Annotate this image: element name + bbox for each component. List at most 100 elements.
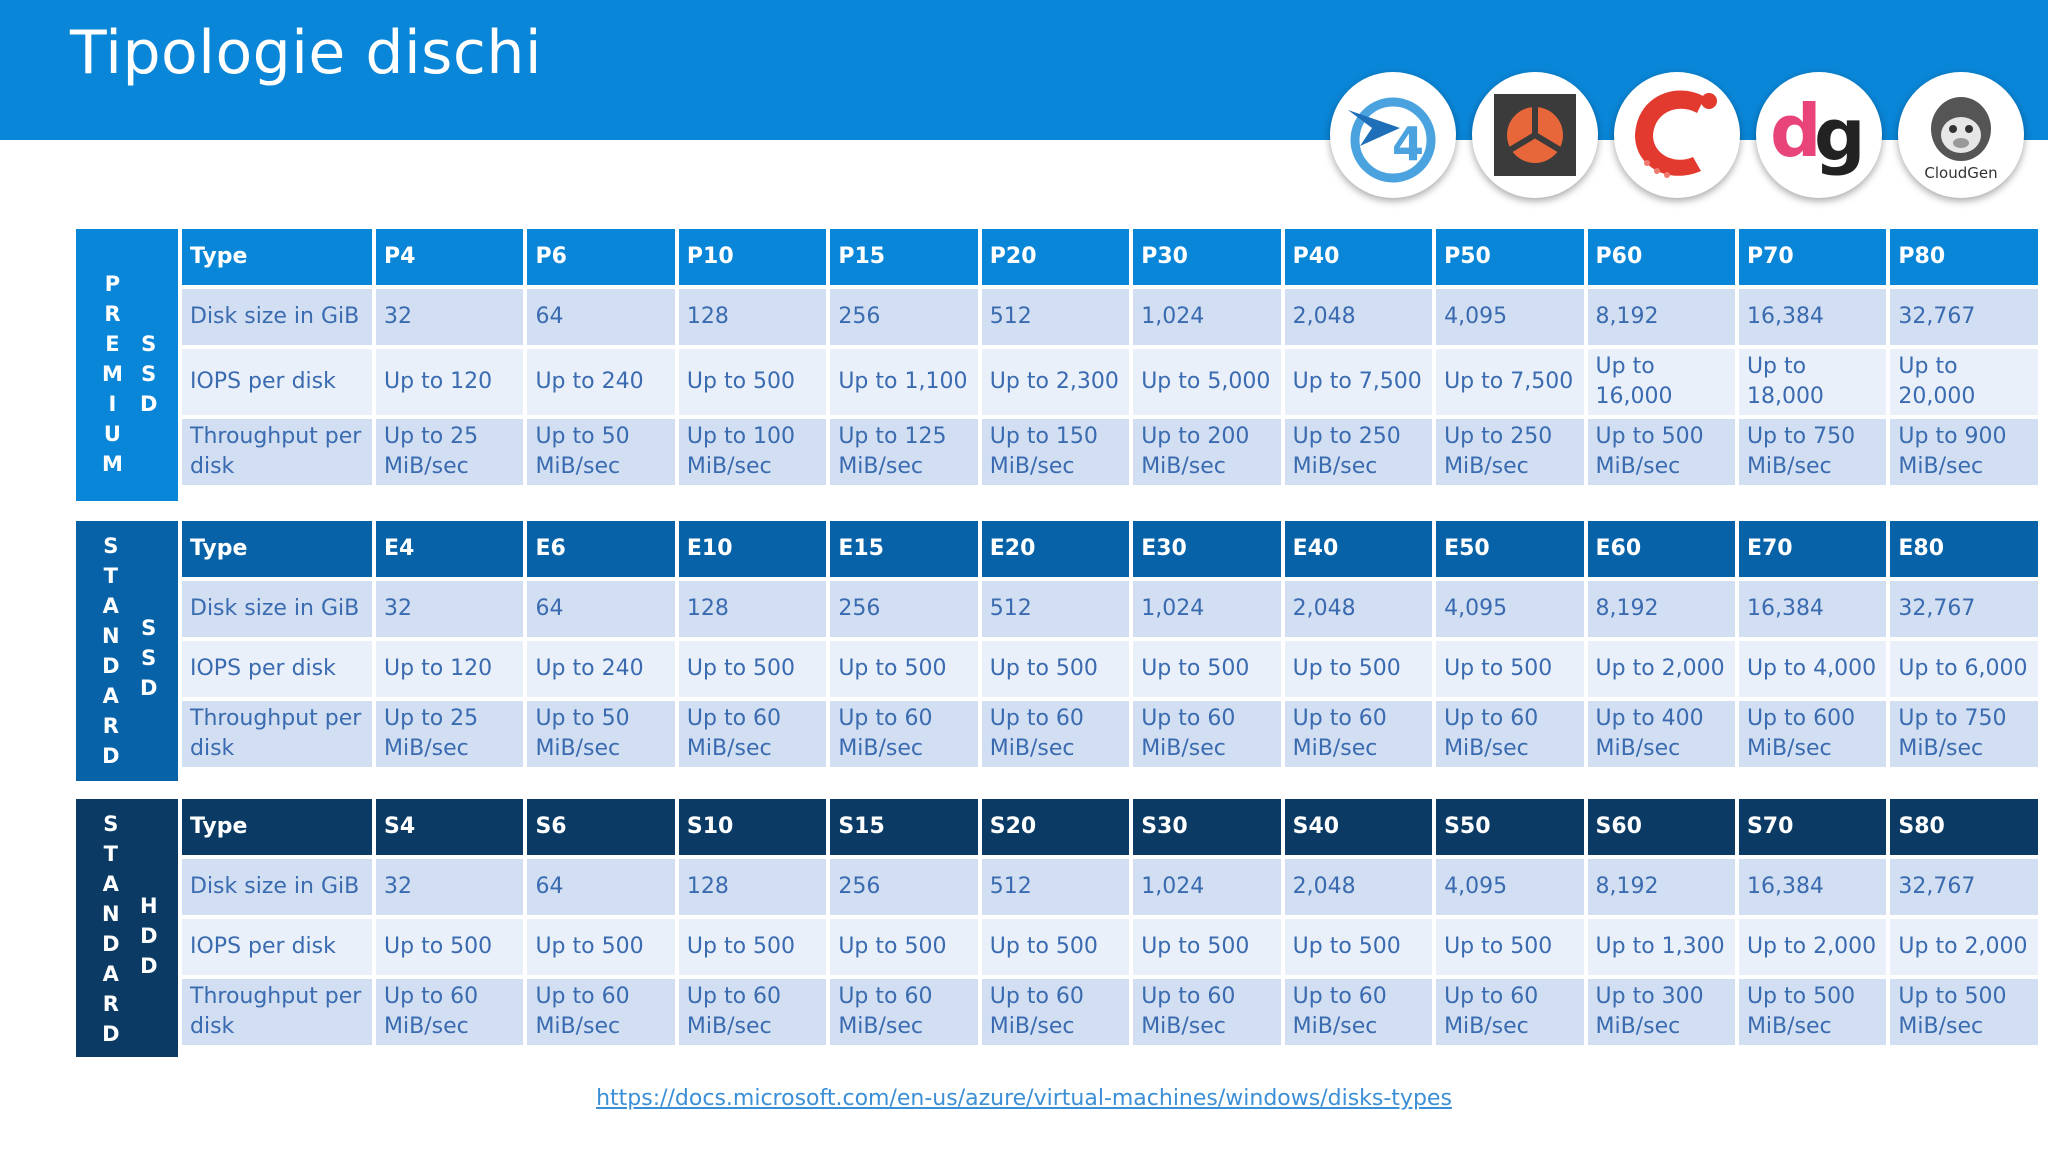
table-cell: 64 — [527, 289, 675, 345]
row-label: Disk size in GiB — [182, 289, 373, 345]
standard-hdd-table: Type S4 S6 S10 S15 S20 S30 S40 S50 S60 S… — [178, 795, 2042, 1049]
partner-logos: 4 d g CloudGen — [1330, 72, 2030, 208]
logo-orange-square — [1472, 72, 1598, 198]
header-cell: P70 — [1738, 229, 1887, 285]
table-cell: 256 — [830, 859, 978, 915]
table-cell: 256 — [830, 581, 978, 637]
table-cell: Up to 60 MiB/sec — [1436, 701, 1584, 767]
table-cell: Up to 200 MiB/sec — [1133, 419, 1281, 485]
table-cell: 8,192 — [1587, 581, 1735, 637]
table-cell: Up to 2,300 — [981, 349, 1130, 415]
header-cell: E80 — [1890, 521, 2038, 577]
header-cell: E70 — [1738, 521, 1887, 577]
table-cell: Up to 60 MiB/sec — [678, 979, 827, 1045]
header-cell: P50 — [1436, 229, 1584, 285]
table-cell: Up to 50 MiB/sec — [527, 701, 675, 767]
header-cell: Type — [182, 799, 373, 855]
table-cell: Up to 240 — [527, 641, 675, 697]
table-cell: Up to 60 MiB/sec — [1284, 701, 1433, 767]
table-cell: Up to 100 MiB/sec — [678, 419, 827, 485]
header-cell: E30 — [1133, 521, 1281, 577]
header-cell: S4 — [376, 799, 524, 855]
table-cell: Up to 500 — [376, 919, 524, 975]
table-cell: Up to 5,000 — [1133, 349, 1281, 415]
table-cell: 32,767 — [1890, 859, 2038, 915]
table-cell: 64 — [527, 859, 675, 915]
header-cell: P80 — [1890, 229, 2038, 285]
table-cell: 8,192 — [1587, 289, 1735, 345]
table-cell: Up to 750 MiB/sec — [1890, 701, 2038, 767]
table-cell: 4,095 — [1436, 859, 1584, 915]
table-cell: 32,767 — [1890, 289, 2038, 345]
source-link-container: https://docs.microsoft.com/en-us/azure/v… — [0, 1086, 2048, 1111]
table-cell: Up to 600 MiB/sec — [1738, 701, 1887, 767]
table-cell: Up to 60 MiB/sec — [981, 979, 1130, 1045]
header-cell: E4 — [376, 521, 524, 577]
table-cell: Up to 240 — [527, 349, 675, 415]
table-cell: Up to 500 — [527, 919, 675, 975]
table-cell: Up to 500 — [830, 641, 978, 697]
table-cell: Up to 120 — [376, 349, 524, 415]
table-cell: Up to 1,100 — [830, 349, 978, 415]
table-cell: Up to 2,000 — [1587, 641, 1735, 697]
header-cell: P15 — [830, 229, 978, 285]
table-cell: 32 — [376, 859, 524, 915]
header-cell: E15 — [830, 521, 978, 577]
cloudgen-logo-text: CloudGen — [1924, 164, 1998, 182]
row-label: Disk size in GiB — [182, 859, 373, 915]
table-cell: 2,048 — [1284, 859, 1433, 915]
table-cell: Up to 750 MiB/sec — [1738, 419, 1887, 485]
table-cell: Up to 2,000 — [1738, 919, 1887, 975]
row-label: Throughput per disk — [182, 979, 373, 1045]
table-cell: Up to 500 — [981, 641, 1130, 697]
table-cell: Up to 20,000 — [1890, 349, 2038, 415]
header-cell: P10 — [678, 229, 827, 285]
header-cell: S70 — [1738, 799, 1887, 855]
table-cell: 1,024 — [1133, 581, 1281, 637]
table-cell: 256 — [830, 289, 978, 345]
table-cell: Up to 50 MiB/sec — [527, 419, 675, 485]
header-cell: S10 — [678, 799, 827, 855]
table-cell: 2,048 — [1284, 581, 1433, 637]
table-row: Disk size in GiB 32 64 128 256 512 1,024… — [182, 581, 2038, 637]
table-cell: Up to 500 — [1284, 641, 1433, 697]
header-cell: P20 — [981, 229, 1130, 285]
header-cell: E6 — [527, 521, 675, 577]
row-label: IOPS per disk — [182, 641, 373, 697]
table-cell: Up to 500 — [1436, 641, 1584, 697]
table-row: IOPS per disk Up to 120 Up to 240 Up to … — [182, 641, 2038, 697]
table-cell: 128 — [678, 289, 827, 345]
table-cell: Up to 500 — [678, 919, 827, 975]
table-cell: Up to 4,000 — [1738, 641, 1887, 697]
table-cell: Up to 500 — [1436, 919, 1584, 975]
header-cell: S15 — [830, 799, 978, 855]
header-cell: E60 — [1587, 521, 1735, 577]
table-cell: Up to 500 MiB/sec — [1738, 979, 1887, 1045]
table-cell: 4,095 — [1436, 581, 1584, 637]
row-label: IOPS per disk — [182, 919, 373, 975]
table-cell: Up to 150 MiB/sec — [981, 419, 1130, 485]
source-link[interactable]: https://docs.microsoft.com/en-us/azure/v… — [596, 1086, 1452, 1111]
table-cell: Up to 60 MiB/sec — [830, 701, 978, 767]
standard-ssd-table: Type E4 E6 E10 E15 E20 E30 E40 E50 E60 E… — [178, 517, 2042, 771]
table-cell: Up to 60 MiB/sec — [830, 979, 978, 1045]
logo-4-arrow: 4 — [1330, 72, 1456, 198]
table-cell: Up to 500 MiB/sec — [1587, 419, 1735, 485]
table-cell: Up to 16,000 — [1587, 349, 1735, 415]
table-cell: Up to 500 — [1284, 919, 1433, 975]
table-cell: Up to 500 — [678, 641, 827, 697]
table-cell: 64 — [527, 581, 675, 637]
header-cell: S6 — [527, 799, 675, 855]
header-cell: P60 — [1587, 229, 1735, 285]
table-cell: 16,384 — [1738, 581, 1887, 637]
table-cell: Up to 7,500 — [1436, 349, 1584, 415]
table-cell: 1,024 — [1133, 859, 1281, 915]
table-cell: Up to 1,300 — [1587, 919, 1735, 975]
table-header-row: Type E4 E6 E10 E15 E20 E30 E40 E50 E60 E… — [182, 521, 2038, 577]
table-cell: Up to 60 MiB/sec — [376, 979, 524, 1045]
table-header-row: Type P4 P6 P10 P15 P20 P30 P40 P50 P60 P… — [182, 229, 2038, 285]
